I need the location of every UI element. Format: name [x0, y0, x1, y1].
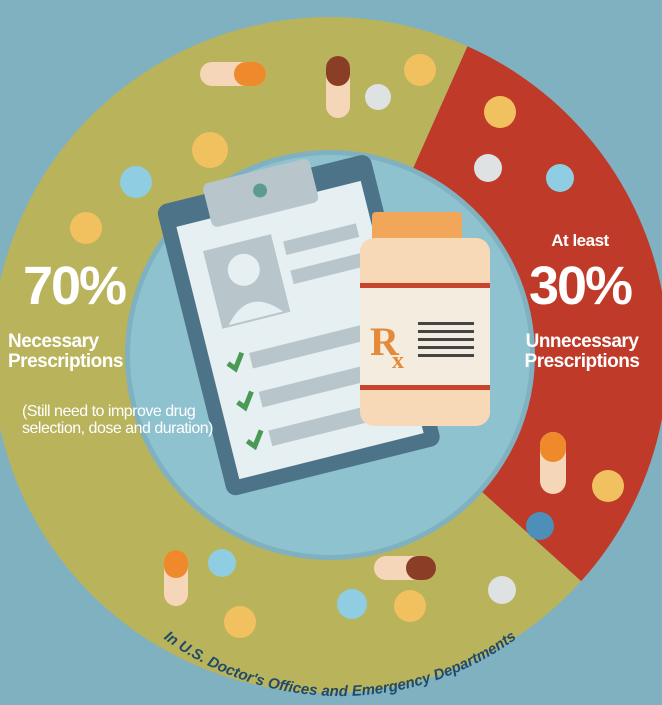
category-label: Necessary Prescriptions — [8, 331, 123, 372]
annotation: (Still need to improve drug selection, d… — [22, 403, 213, 437]
pill-decorations — [70, 54, 624, 638]
value-label: 70% — [22, 256, 127, 316]
value-label: 30% — [528, 256, 633, 316]
annotation: At least — [551, 231, 609, 250]
donut-segment — [413, 46, 662, 582]
category-label: Unnecessary Prescriptions — [524, 331, 640, 372]
svg-text:x: x — [392, 348, 404, 374]
svg-text:R: R — [370, 319, 400, 364]
clipboard-illustration: R x — [157, 155, 490, 496]
